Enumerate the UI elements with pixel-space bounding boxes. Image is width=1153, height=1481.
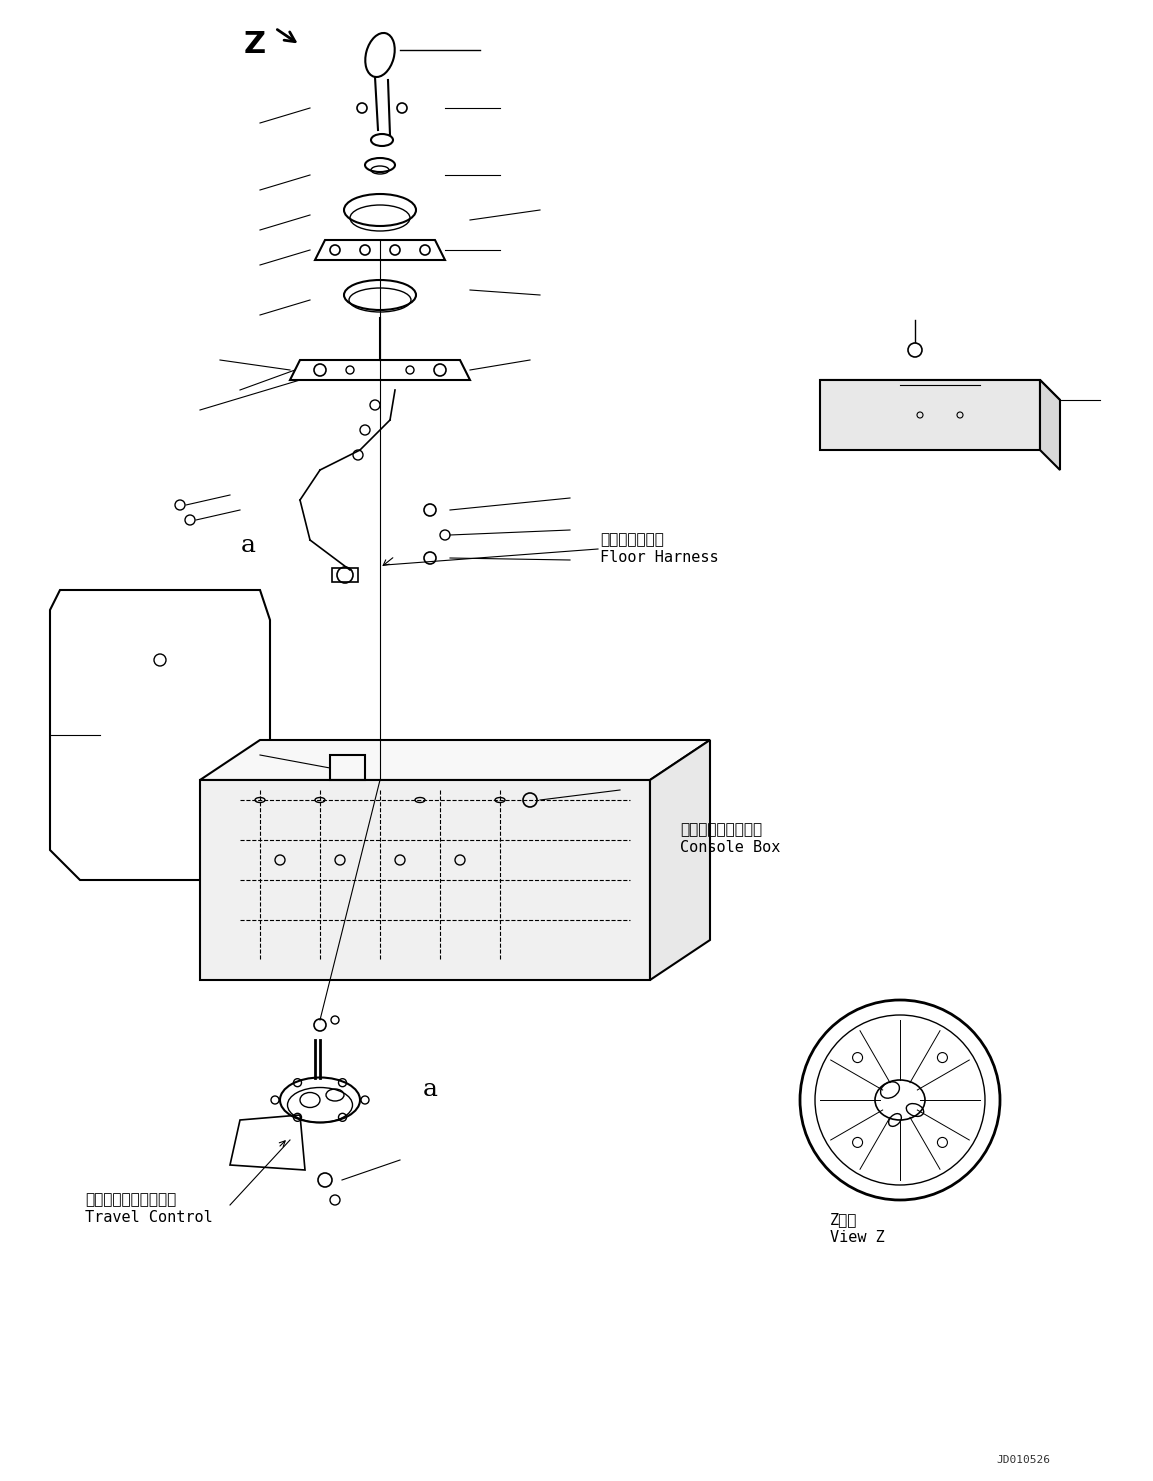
Polygon shape <box>199 740 710 780</box>
Text: a: a <box>241 533 256 557</box>
Text: Console Box: Console Box <box>680 841 781 856</box>
Bar <box>332 569 357 582</box>
Polygon shape <box>1040 381 1060 469</box>
Polygon shape <box>199 780 650 980</box>
Bar <box>330 755 366 780</box>
Text: Z: Z <box>244 30 266 59</box>
Polygon shape <box>820 381 1040 450</box>
Text: フロアハーネス: フロアハーネス <box>600 533 664 548</box>
Text: Travel Control: Travel Control <box>85 1210 213 1225</box>
Text: View Z: View Z <box>830 1231 884 1246</box>
Text: JD010526: JD010526 <box>996 1454 1050 1465</box>
Text: トラベルコントロール: トラベルコントロール <box>85 1192 176 1207</box>
Text: Floor Harness: Floor Harness <box>600 551 718 566</box>
Text: a: a <box>422 1078 437 1102</box>
Text: Z　視: Z 視 <box>830 1213 858 1228</box>
Polygon shape <box>650 740 710 980</box>
Polygon shape <box>820 381 1060 400</box>
Text: コンソールボックス: コンソールボックス <box>680 822 762 837</box>
